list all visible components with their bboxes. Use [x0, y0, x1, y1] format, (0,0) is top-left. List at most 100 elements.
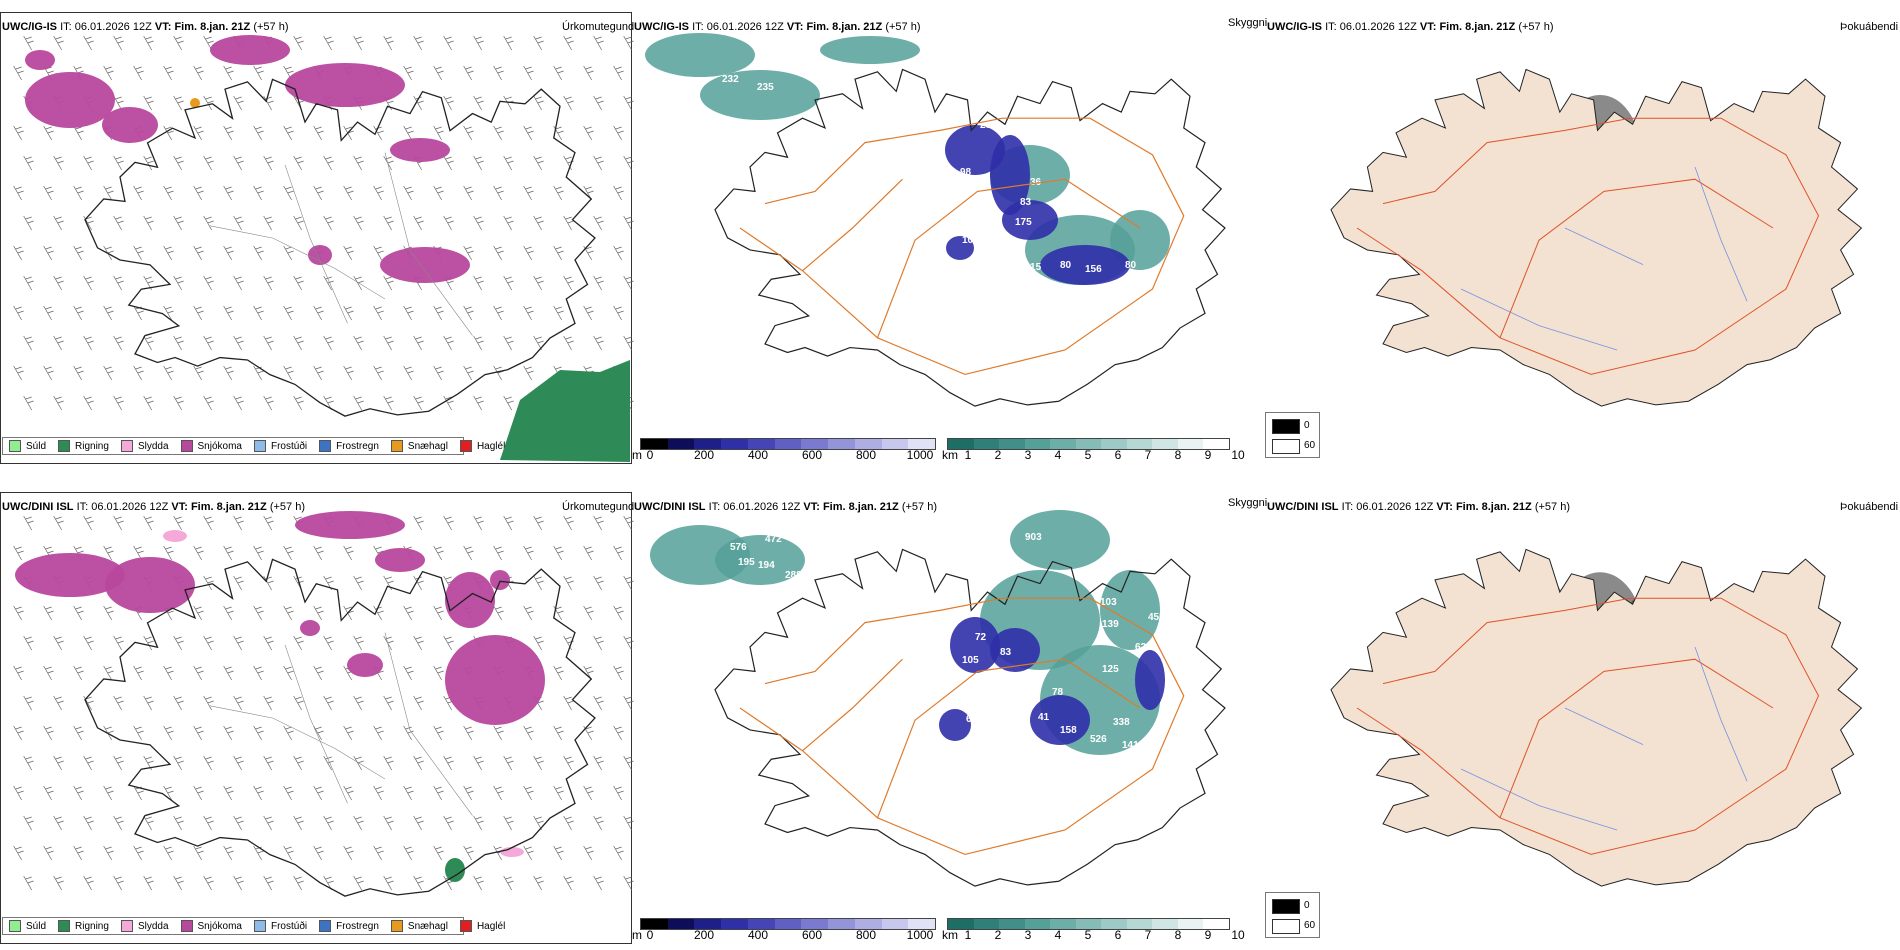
precip-legend-item: Súld — [9, 440, 46, 452]
visibility-value-label: 41 — [1038, 712, 1050, 723]
precip-legend-item: Súld — [9, 920, 46, 932]
visibility-value-label: 451 — [1148, 612, 1165, 623]
precip-legend-item: Rigning — [58, 440, 109, 452]
colorbar-tick: 7 — [1144, 448, 1152, 462]
visibility-value-label: 13 — [998, 247, 1010, 258]
legend-swatch — [180, 920, 193, 932]
colorbar-tick: 200 — [693, 448, 715, 462]
visibility-value-label: 194 — [758, 560, 775, 571]
row1-visibility-coastline — [715, 69, 1225, 406]
legend-swatch — [1272, 899, 1300, 914]
visibility-value-label: 90 — [960, 192, 972, 203]
legend-label: 60 — [1304, 440, 1316, 451]
visibility-value-label: 195 — [738, 557, 755, 568]
visibility-value-label: 831 — [768, 514, 785, 525]
row1-fog-legend: 0 60 — [1265, 412, 1320, 458]
colorbar-tick: 1 — [964, 928, 972, 942]
colorbar-tick: 3 — [1024, 448, 1032, 462]
colorbar-tick: 400 — [747, 928, 769, 942]
colorbar-tick: 9 — [1204, 448, 1212, 462]
legend-label: Snæhagl — [407, 440, 448, 452]
row1-panel3-field-name: Þokuábendi — [1840, 21, 1899, 33]
precip-legend-item: Snjókoma — [180, 920, 242, 932]
visibility-value-label: 200 — [1085, 565, 1102, 576]
visibility-value-label: 72 — [975, 632, 987, 643]
colorbar-tick: 8 — [1174, 928, 1182, 942]
colorbar-unit: km — [942, 448, 958, 462]
visibility-value-label: 802 — [772, 140, 789, 151]
visibility-value-label: 28 — [745, 122, 757, 133]
legend-label: Frostregn — [336, 920, 379, 932]
row2-colorbar-km — [947, 918, 1230, 930]
colorbar-tick: 10 — [1231, 928, 1245, 942]
colorbar-tick: 600 — [801, 448, 823, 462]
colorbar-tick: 2 — [994, 928, 1002, 942]
colorbar-tick: 0 — [646, 448, 654, 462]
legend-swatch — [319, 920, 332, 932]
row1-panel1-field-name: Úrkomutegund — [562, 21, 635, 33]
colorbar-tick: 2 — [994, 448, 1002, 462]
legend-label: Rigning — [75, 440, 109, 452]
precip-legend-item: Frostregn — [319, 440, 379, 452]
visibility-value-label: 576 — [730, 542, 747, 553]
legend-label: Rigning — [75, 920, 109, 932]
visibility-value-label: 338 — [1113, 717, 1130, 728]
colorbar-tick: 200 — [693, 928, 715, 942]
visibility-value-label: 288 — [785, 570, 802, 581]
visibility-value-label: 156 — [1085, 264, 1102, 275]
visibility-value-label: 139 — [1102, 619, 1119, 630]
row2-panel3-field-name: Þokuábendi — [1840, 501, 1899, 513]
row2-panel-precip-type — [0, 492, 632, 944]
row1-panel3-title: UWC/IG-IS IT: 06.01.2026 12Z VT: Fim. 8.… — [1267, 21, 1554, 33]
visibility-value-label: 158 — [1060, 725, 1077, 736]
row1-panel2-title: UWC/IG-IS IT: 06.01.2026 12Z VT: Fim. 8.… — [634, 21, 921, 33]
visibility-value-label: 80 — [1060, 260, 1072, 271]
row1-colorbar-m — [640, 438, 936, 450]
visibility-value-label: 526 — [1090, 734, 1107, 745]
row2-visibility-coastline — [715, 549, 1225, 886]
row2-panel2-field-name: Skyggni — [1228, 497, 1268, 509]
visibility-value-label: 141 — [1122, 740, 1139, 751]
precip-legend-item: Slydda — [120, 440, 169, 452]
colorbar-tick: 4 — [1054, 928, 1062, 942]
precip-legend-item: Rigning — [58, 920, 109, 932]
visibility-value-label: 83 — [1000, 647, 1012, 658]
precip-legend-item: Frostregn — [319, 920, 379, 932]
visibility-value-label: 15 — [975, 177, 987, 188]
visibility-value-label: 120 — [1165, 540, 1182, 551]
legend-swatch — [253, 440, 266, 452]
legend-swatch — [459, 920, 472, 932]
colorbar-tick: 4 — [1054, 448, 1062, 462]
visibility-value-label: 170 — [1010, 737, 1027, 748]
legend-label: 0 — [1304, 900, 1310, 911]
legend-swatch — [1272, 419, 1300, 434]
row2-panel1-field-name: Úrkomutegund — [562, 501, 635, 513]
colorbar-tick: 600 — [801, 928, 823, 942]
colorbar-tick: 1000 — [906, 448, 934, 462]
row2-panel1-title: UWC/DINI ISL IT: 06.01.2026 12Z VT: Fim.… — [2, 501, 305, 513]
visibility-value-label: 40 — [1020, 112, 1032, 123]
legend-swatch — [390, 920, 403, 932]
visibility-value-label: 115 — [1025, 262, 1042, 273]
row1-panel-precip-type — [0, 12, 632, 464]
colorbar-unit: km — [942, 928, 958, 942]
legend-swatch — [58, 920, 71, 932]
visibility-value-label: 175 — [1015, 217, 1032, 228]
visibility-value-label: 83 — [1020, 197, 1032, 208]
legend-swatch — [120, 440, 133, 452]
colorbar-unit: m — [632, 928, 642, 942]
colorbar-tick: 9 — [1204, 928, 1212, 942]
visibility-value-label: 232 — [722, 74, 739, 85]
visibility-value-label: 320 — [878, 102, 895, 113]
legend-swatch — [253, 920, 266, 932]
legend-label: Slydda — [137, 920, 169, 932]
legend-label: Haglél — [476, 440, 506, 452]
colorbar-tick: 8 — [1174, 448, 1182, 462]
legend-label: Haglél — [476, 920, 506, 932]
row1-panel2-field-name: Skyggni — [1228, 17, 1268, 29]
row1-colorbar-km — [947, 438, 1230, 450]
visibility-value-label: 103 — [955, 182, 972, 193]
colorbar-tick: 800 — [855, 928, 877, 942]
legend-label: Frostúði — [270, 920, 308, 932]
